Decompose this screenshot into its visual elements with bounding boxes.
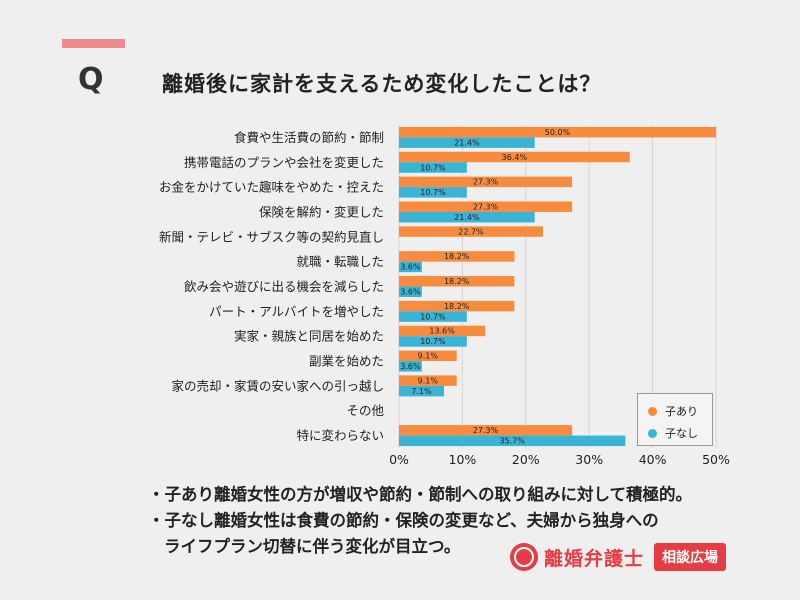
category-label: 家の売却・家賃の安い家への引っ越し — [171, 378, 384, 393]
bar-with-children — [399, 375, 457, 386]
data-label: 13.6% — [429, 327, 455, 336]
bar-no-children — [399, 137, 535, 148]
bar-no-children — [399, 361, 422, 372]
bar-with-children — [399, 350, 457, 362]
category-label: パート・アルバイトを増やした — [209, 304, 384, 319]
legend-swatch — [648, 428, 657, 438]
bar-no-children — [399, 435, 626, 447]
data-label: 10.7% — [420, 188, 446, 197]
data-label: 18.2% — [444, 302, 470, 311]
note-line: ・子なし離婚女性は食費の節約・保険の変更など、夫婦から独身への — [148, 511, 659, 530]
bar-with-children — [399, 325, 486, 337]
accent-bar — [62, 39, 125, 48]
data-label: 9.1% — [418, 376, 439, 385]
category-label: その他 — [346, 403, 384, 418]
category-label: 食費や生活費の節約・節制 — [234, 130, 384, 145]
data-label: 18.2% — [444, 277, 470, 286]
bar-no-children — [399, 261, 422, 273]
data-label: 22.7% — [458, 227, 484, 236]
category-label: お金をかけていた趣味をやめた・控えた — [159, 180, 384, 195]
bar-with-children — [399, 201, 573, 212]
category-label: 新聞・テレビ・サブスク等の契約見直し — [159, 229, 384, 244]
category-label: 特に変わらない — [296, 428, 384, 443]
x-tick-label: 30% — [575, 452, 603, 467]
brand-logo: 離婚弁護士 相談広場 — [510, 543, 727, 571]
bar-with-children — [399, 151, 630, 163]
data-label: 18.2% — [444, 252, 470, 261]
category-label: 就職・転職した — [296, 254, 384, 269]
summary-notes: ・子あり離婚女性の方が増収や節約・節制への取り組みに対して積極的。 ・子なし離婚… — [148, 482, 692, 560]
data-label: 10.7% — [420, 337, 446, 346]
data-label: 27.3% — [473, 202, 499, 211]
data-label: 21.4% — [454, 213, 480, 222]
category-label: 副業を始めた — [309, 354, 384, 369]
bar-no-children — [399, 336, 467, 347]
x-tick-label: 20% — [512, 452, 540, 467]
bar-no-children — [399, 385, 445, 397]
data-label: 36.4% — [502, 153, 528, 162]
data-label: 3.6% — [400, 288, 421, 297]
seal-icon — [510, 543, 538, 571]
legend-item-series-0: 子あり — [648, 403, 698, 419]
note-line: ライフプラン切替に伴う変化が目立つ。 — [164, 537, 461, 556]
data-label: 27.3% — [473, 178, 499, 187]
category-label: 携帯電話のプランや会社を変更した — [184, 155, 384, 170]
page-title: 離婚後に家計を支えるため変化したことは？ — [162, 72, 602, 96]
data-label: 3.6% — [400, 362, 421, 371]
x-tick-label: 10% — [449, 452, 477, 467]
bar-with-children — [399, 276, 515, 287]
x-tick-label: 40% — [639, 452, 667, 467]
category-label: 保険を解約・変更した — [259, 204, 384, 219]
data-label: 50.0% — [545, 128, 571, 137]
bar-no-children — [399, 162, 467, 173]
data-label: 7.1% — [411, 387, 432, 396]
data-label: 3.6% — [400, 263, 421, 272]
legend-swatch — [648, 406, 657, 416]
data-label: 10.7% — [420, 312, 446, 321]
note-line: ・子あり離婚女性の方が増収や節約・節制への取り組みに対して積極的。 — [148, 485, 693, 504]
bar-with-children — [399, 425, 573, 436]
data-label: 10.7% — [420, 163, 446, 172]
bar-with-children — [399, 251, 515, 262]
legend-label: 子なし — [665, 427, 698, 440]
bar-with-children — [399, 300, 515, 312]
q-label: Q — [78, 62, 104, 97]
data-label: 21.4% — [454, 138, 480, 147]
brand-name: 離婚弁護士 — [544, 547, 645, 570]
brand-badge: 相談広場 — [654, 543, 727, 571]
bar-no-children — [399, 187, 467, 198]
data-label: 27.3% — [473, 426, 499, 435]
legend-item-series-1: 子なし — [648, 425, 698, 441]
x-tick-label: 0% — [389, 452, 409, 467]
bar-no-children — [399, 286, 422, 297]
data-label: 9.1% — [418, 352, 439, 361]
bar-with-children — [399, 176, 573, 188]
bar-with-children — [399, 126, 716, 138]
category-label: 実家・親族と同居を始めた — [234, 329, 384, 344]
bar-with-children — [399, 226, 543, 237]
legend-label: 子あり — [665, 405, 698, 418]
bar-no-children — [399, 211, 535, 223]
x-tick-label: 50% — [702, 452, 730, 467]
legend: 子あり 子なし — [637, 393, 713, 446]
category-label: 飲み会や遊びに出る機会を減らした — [184, 279, 384, 294]
bar-no-children — [399, 311, 467, 322]
data-label: 35.7% — [499, 437, 525, 446]
